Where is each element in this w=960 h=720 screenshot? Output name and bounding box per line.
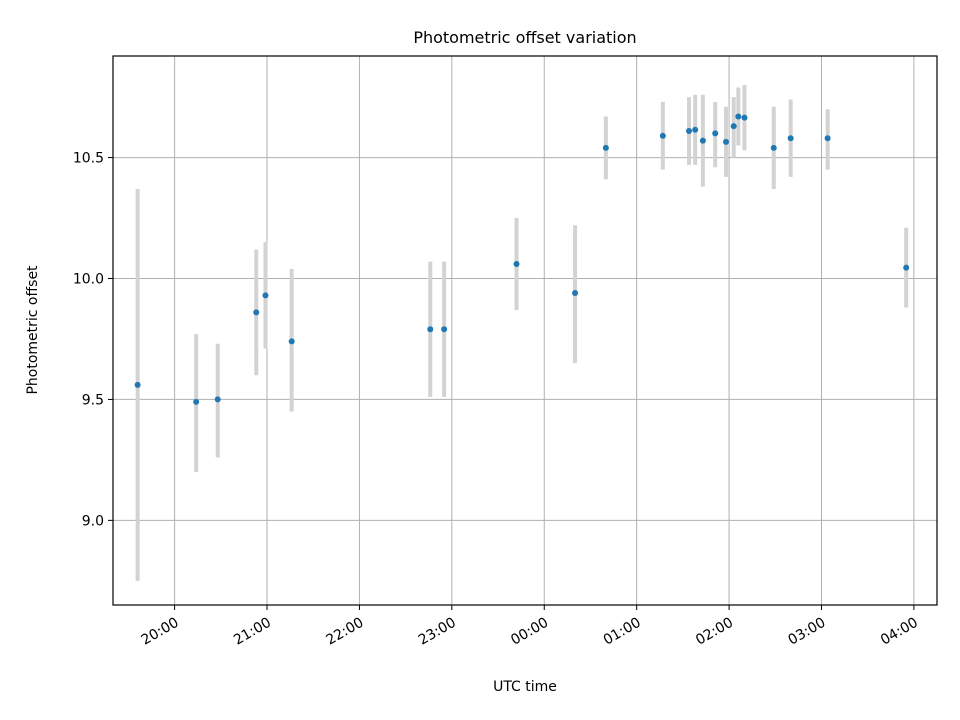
data-point	[602, 144, 609, 151]
data-point	[712, 130, 719, 137]
data-point	[730, 123, 737, 130]
data-point	[214, 396, 221, 403]
y-axis-label: Photometric offset	[25, 265, 41, 395]
plot-area	[113, 56, 937, 605]
y-tick-label: 9.0	[82, 513, 104, 529]
x-axis-label: UTC time	[493, 679, 557, 695]
data-point	[824, 135, 831, 142]
data-point	[741, 114, 748, 121]
data-point	[253, 309, 260, 316]
data-point	[787, 135, 794, 142]
data-point	[134, 381, 141, 388]
data-point	[427, 326, 434, 333]
data-point	[441, 326, 448, 333]
data-point	[193, 398, 200, 405]
data-point	[770, 144, 777, 151]
chart-title: Photometric offset variation	[413, 28, 636, 47]
data-point	[722, 138, 729, 145]
data-point	[699, 137, 706, 144]
data-point	[686, 127, 693, 134]
y-axis: 9.0 9.5 10.0 10.5	[73, 151, 113, 529]
plot-frame	[112, 55, 938, 606]
data-point	[513, 260, 520, 267]
y-tick-label: 10.5	[73, 151, 104, 167]
data-point	[659, 132, 666, 139]
data-point	[735, 113, 742, 120]
data-point	[288, 338, 295, 345]
data-point	[572, 290, 579, 297]
y-tick-label: 10.0	[73, 272, 104, 288]
data-points	[134, 113, 910, 405]
y-tick-label: 9.5	[82, 392, 104, 408]
data-point	[262, 292, 269, 299]
data-point	[903, 264, 910, 271]
data-point	[692, 126, 699, 133]
